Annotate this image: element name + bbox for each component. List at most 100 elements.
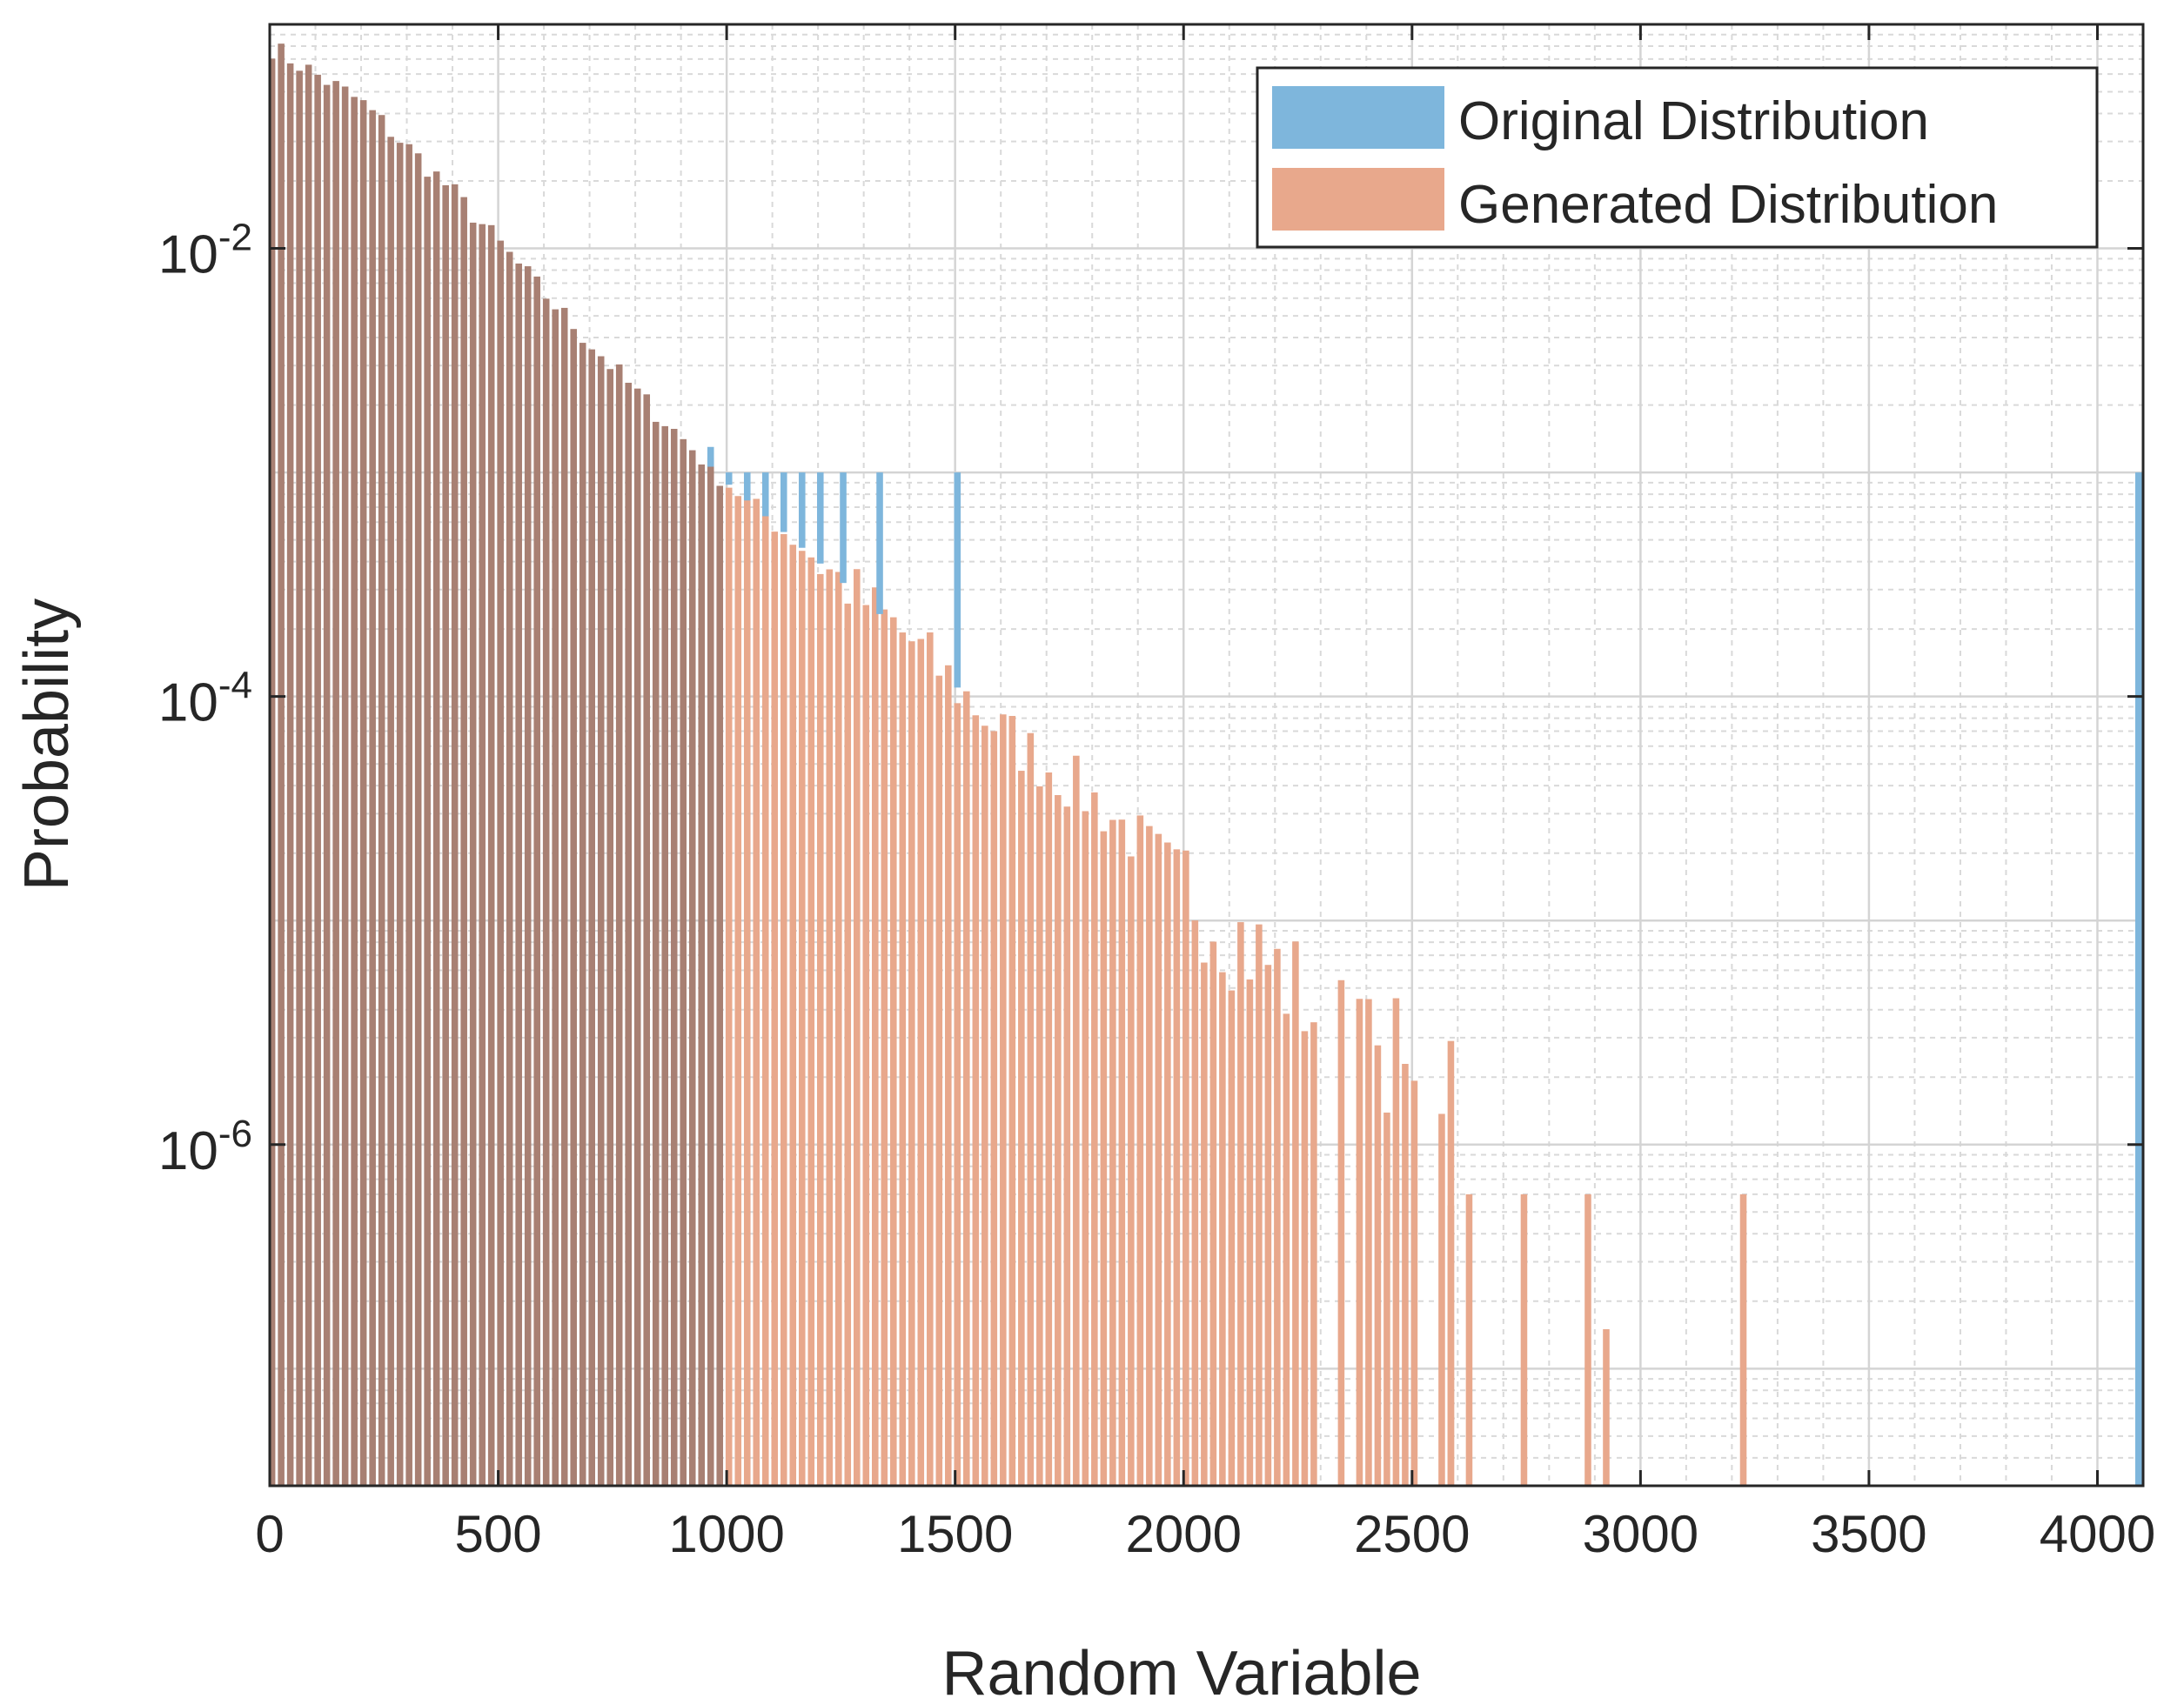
- generated-bar: [1465, 1194, 1473, 1486]
- generated-bar: [972, 715, 980, 1486]
- generated-bar: [369, 110, 376, 1487]
- generated-bar: [1256, 924, 1263, 1486]
- generated-bar: [1374, 1045, 1382, 1486]
- generated-bar: [588, 349, 595, 1487]
- generated-bar: [844, 603, 852, 1486]
- generated-bar: [954, 703, 961, 1486]
- plot-area-frame: [268, 23, 2145, 1488]
- generated-bar: [460, 197, 467, 1487]
- generated-bar: [1274, 948, 1281, 1486]
- generated-bar: [707, 457, 714, 1486]
- generated-bar: [1128, 856, 1135, 1486]
- generated-bar: [670, 428, 678, 1487]
- original-bar: [761, 472, 769, 517]
- generated-bar: [615, 364, 623, 1487]
- generated-bar: [560, 307, 568, 1487]
- legend-label-generated: Generated Distribution: [1458, 175, 1998, 235]
- generated-bar: [1118, 819, 1126, 1486]
- generated-bar: [1219, 972, 1226, 1486]
- generated-bar: [1246, 979, 1254, 1486]
- generated-bar: [1383, 1112, 1390, 1486]
- generated-bar: [1310, 1022, 1317, 1486]
- y-axis-ticks: 10-2 10-4 10-6: [158, 217, 2143, 1181]
- generated-bar: [652, 421, 660, 1487]
- generated-bar: [798, 551, 806, 1487]
- generated-bar: [771, 532, 779, 1486]
- generated-bar: [990, 731, 998, 1486]
- generated-bar: [606, 369, 613, 1486]
- generated-bar: [661, 425, 669, 1487]
- generated-bar: [1100, 831, 1108, 1486]
- generated-bar: [854, 569, 861, 1486]
- generated-bar: [881, 609, 888, 1486]
- x-tick-label: 1000: [668, 1505, 784, 1563]
- generated-bar: [935, 675, 943, 1486]
- generated-bar: [1055, 795, 1062, 1486]
- x-tick-label: 2000: [1126, 1505, 1242, 1563]
- original-bar: [725, 472, 733, 485]
- generated-bar: [579, 343, 586, 1486]
- generated-bar: [286, 63, 294, 1487]
- generated-bar: [424, 177, 431, 1486]
- y-tick-label: 10-2: [158, 217, 252, 285]
- generated-bar: [927, 632, 934, 1486]
- generated-bar: [1301, 1031, 1309, 1486]
- generated-bar: [1000, 714, 1007, 1486]
- generated-bar: [816, 573, 824, 1487]
- generated-bar: [688, 450, 696, 1486]
- generated-bar: [680, 438, 687, 1487]
- legend: Original Distribution Generated Distribu…: [1256, 66, 2099, 249]
- generated-bar: [1173, 849, 1181, 1486]
- generated-bar: [1018, 771, 1025, 1486]
- generated-bar: [506, 251, 513, 1486]
- generated-bar: [378, 115, 385, 1486]
- generated-bar: [716, 485, 724, 1487]
- generated-bar: [497, 240, 504, 1487]
- x-tick-label: 4000: [2040, 1505, 2155, 1563]
- generated-bar: [1063, 806, 1071, 1486]
- generated-bar: [442, 184, 449, 1487]
- x-tick-label: 1500: [897, 1505, 1013, 1563]
- histogram-bars: [268, 43, 2142, 1487]
- generated-bar: [1155, 833, 1162, 1486]
- generated-bar: [698, 464, 706, 1486]
- generated-bar: [487, 224, 495, 1486]
- generated-bar: [1027, 732, 1035, 1486]
- generated-bar: [633, 388, 641, 1486]
- generated-bar: [278, 43, 285, 1486]
- generated-bar: [451, 184, 459, 1487]
- generated-bar: [405, 144, 412, 1486]
- generated-bar: [1228, 990, 1236, 1486]
- generated-bar: [432, 171, 440, 1486]
- generated-bar: [890, 617, 897, 1486]
- legend-swatch-original: [1272, 86, 1444, 149]
- generated-bar: [862, 605, 870, 1486]
- generated-bar: [314, 74, 321, 1486]
- x-tick-label: 0: [255, 1505, 284, 1563]
- generated-bar: [725, 487, 733, 1487]
- generated-bar: [899, 632, 907, 1486]
- generated-bar: [414, 153, 422, 1487]
- generated-bar: [1402, 1063, 1409, 1486]
- generated-bar: [1109, 819, 1116, 1486]
- generated-bar: [1410, 1080, 1418, 1486]
- original-bar: [798, 472, 806, 548]
- generated-bar: [1438, 1113, 1445, 1486]
- generated-bar: [351, 97, 358, 1486]
- generated-bar: [1146, 826, 1153, 1486]
- generated-bar: [1201, 962, 1208, 1486]
- generated-bar: [515, 263, 522, 1486]
- generated-bar: [1091, 792, 1098, 1486]
- original-bar: [2134, 472, 2142, 1486]
- generated-bar: [807, 557, 815, 1487]
- y-axis-title: Probability: [12, 598, 82, 891]
- x-axis-title: Random Variable: [942, 1639, 1422, 1705]
- generated-bar: [908, 641, 915, 1486]
- x-axis-ticks: 0 500 1000 1500 2000 2500 3000 3500 4000: [255, 24, 2155, 1563]
- generated-bar: [552, 309, 559, 1486]
- generated-bar: [789, 545, 797, 1486]
- generated-bar: [1520, 1194, 1528, 1486]
- generated-bar: [625, 383, 633, 1486]
- generated-bar: [1584, 1194, 1591, 1486]
